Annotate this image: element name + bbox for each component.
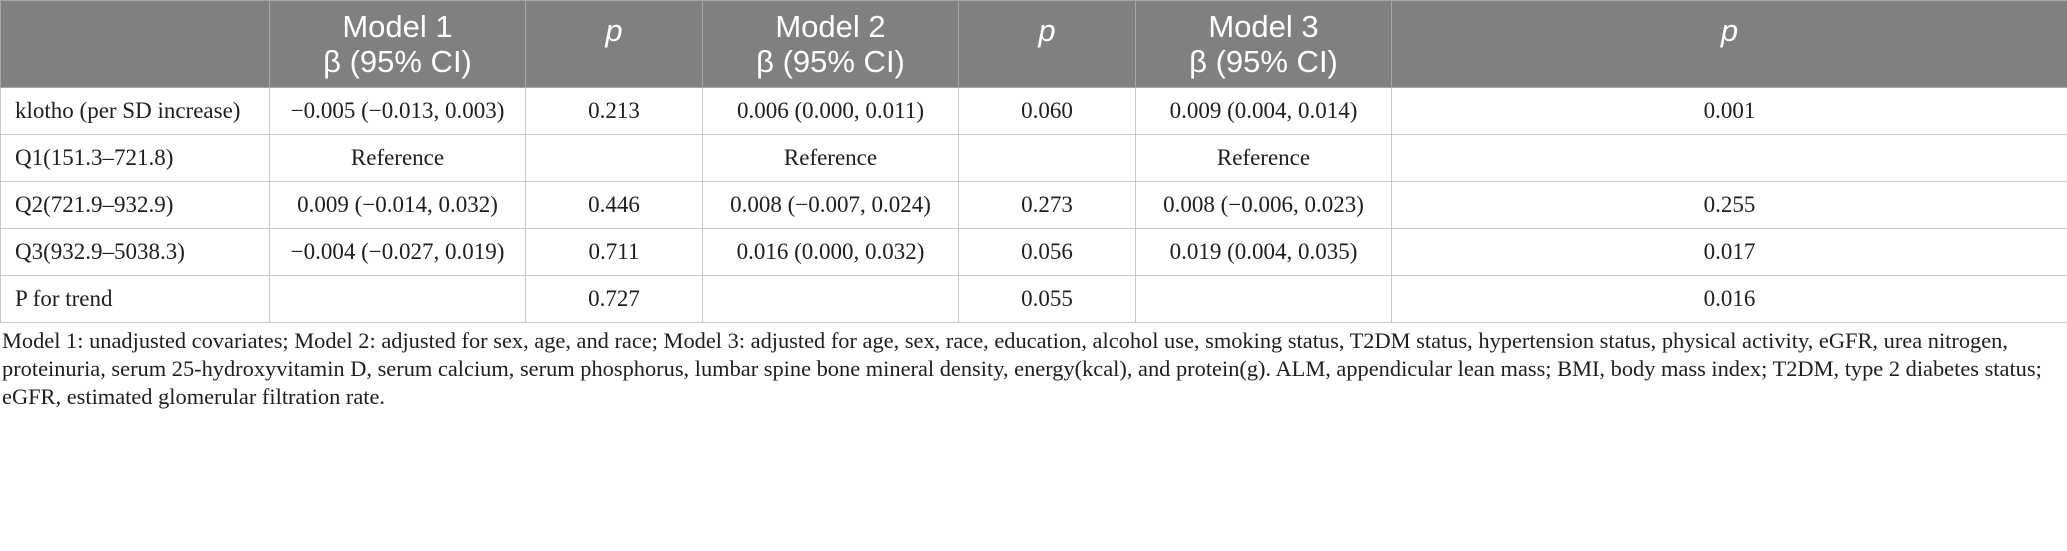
model-2-p-cell: 0.273 [958, 181, 1136, 229]
table-header: Model 1 β (95% CI) p Model 2 β (95% CI) … [0, 0, 2067, 88]
model-1-beta-cell: 0.009 (−0.014, 0.032) [269, 181, 526, 229]
model-1-p-cell: 0.727 [525, 275, 703, 323]
model-1-p-cell: 0.711 [525, 228, 703, 276]
header-model-3-title: Model 3 [1208, 9, 1319, 44]
row-label-cell: Q1(151.3–721.8) [0, 134, 270, 182]
row-label-cell: P for trend [0, 275, 270, 323]
table-row: klotho (per SD increase) −0.005 (−0.013,… [0, 87, 2067, 135]
model-3-p-cell: 0.001 [1391, 87, 2067, 135]
model-1-beta-cell: −0.005 (−0.013, 0.003) [269, 87, 526, 135]
header-model-2-subtitle: β (95% CI) [756, 44, 905, 79]
model-1-p-cell: 0.446 [525, 181, 703, 229]
header-p-2: p [958, 0, 1136, 88]
model-3-p-cell: 0.016 [1391, 275, 2067, 323]
model-2-p-cell: 0.055 [958, 275, 1136, 323]
model-2-beta-cell: Reference [702, 134, 959, 182]
model-3-beta-cell [1135, 275, 1392, 323]
model-3-beta-cell: 0.019 (0.004, 0.035) [1135, 228, 1392, 276]
table-row: Q3(932.9–5038.3) −0.004 (−0.027, 0.019) … [0, 228, 2067, 276]
model-3-p-cell: 0.017 [1391, 228, 2067, 276]
row-label-cell: klotho (per SD increase) [0, 87, 270, 135]
model-2-p-cell: 0.056 [958, 228, 1136, 276]
header-p-2-label: p [1038, 13, 1056, 48]
row-label-cell: Q2(721.9–932.9) [0, 181, 270, 229]
model-3-beta-cell: 0.009 (0.004, 0.014) [1135, 87, 1392, 135]
model-1-p-cell: 0.213 [525, 87, 703, 135]
model-1-beta-cell: −0.004 (−0.027, 0.019) [269, 228, 526, 276]
model-2-beta-cell: 0.008 (−0.007, 0.024) [702, 181, 959, 229]
model-1-beta-cell [269, 275, 526, 323]
model-2-beta-cell: 0.006 (0.000, 0.011) [702, 87, 959, 135]
model-2-p-cell [958, 134, 1136, 182]
model-2-beta-cell: 0.016 (0.000, 0.032) [702, 228, 959, 276]
model-1-beta-cell: Reference [269, 134, 526, 182]
row-label-cell: Q3(932.9–5038.3) [0, 228, 270, 276]
model-3-beta-cell: Reference [1135, 134, 1392, 182]
header-model-1-title: Model 1 [342, 9, 453, 44]
header-model-3: Model 3 β (95% CI) [1135, 0, 1392, 88]
model-1-p-cell [525, 134, 703, 182]
table-row: P for trend 0.727 0.055 0.016 [0, 275, 2067, 323]
header-model-2-title: Model 2 [775, 9, 886, 44]
table-footnote: Model 1: unadjusted covariates; Model 2:… [2, 328, 2042, 409]
regression-table: Model 1 β (95% CI) p Model 2 β (95% CI) … [0, 0, 2067, 323]
header-model-2: Model 2 β (95% CI) [702, 0, 959, 88]
header-p-3: p [1391, 0, 2067, 88]
model-2-beta-cell [702, 275, 959, 323]
table-row: Q2(721.9–932.9) 0.009 (−0.014, 0.032) 0.… [0, 181, 2067, 229]
header-model-3-subtitle: β (95% CI) [1189, 44, 1338, 79]
model-3-p-cell: 0.255 [1391, 181, 2067, 229]
model-2-p-cell: 0.060 [958, 87, 1136, 135]
model-3-beta-cell: 0.008 (−0.006, 0.023) [1135, 181, 1392, 229]
header-blank-cell [0, 0, 270, 88]
header-model-1-subtitle: β (95% CI) [323, 44, 472, 79]
table-body: klotho (per SD increase) −0.005 (−0.013,… [0, 87, 2067, 323]
table-row: Q1(151.3–721.8) Reference Reference Refe… [0, 134, 2067, 182]
header-p-3-label: p [1720, 13, 1739, 48]
header-model-1: Model 1 β (95% CI) [269, 0, 526, 88]
model-3-p-cell [1391, 134, 2067, 182]
header-p-1-label: p [605, 13, 623, 48]
header-row: Model 1 β (95% CI) p Model 2 β (95% CI) … [0, 0, 2067, 88]
header-p-1: p [525, 0, 703, 88]
